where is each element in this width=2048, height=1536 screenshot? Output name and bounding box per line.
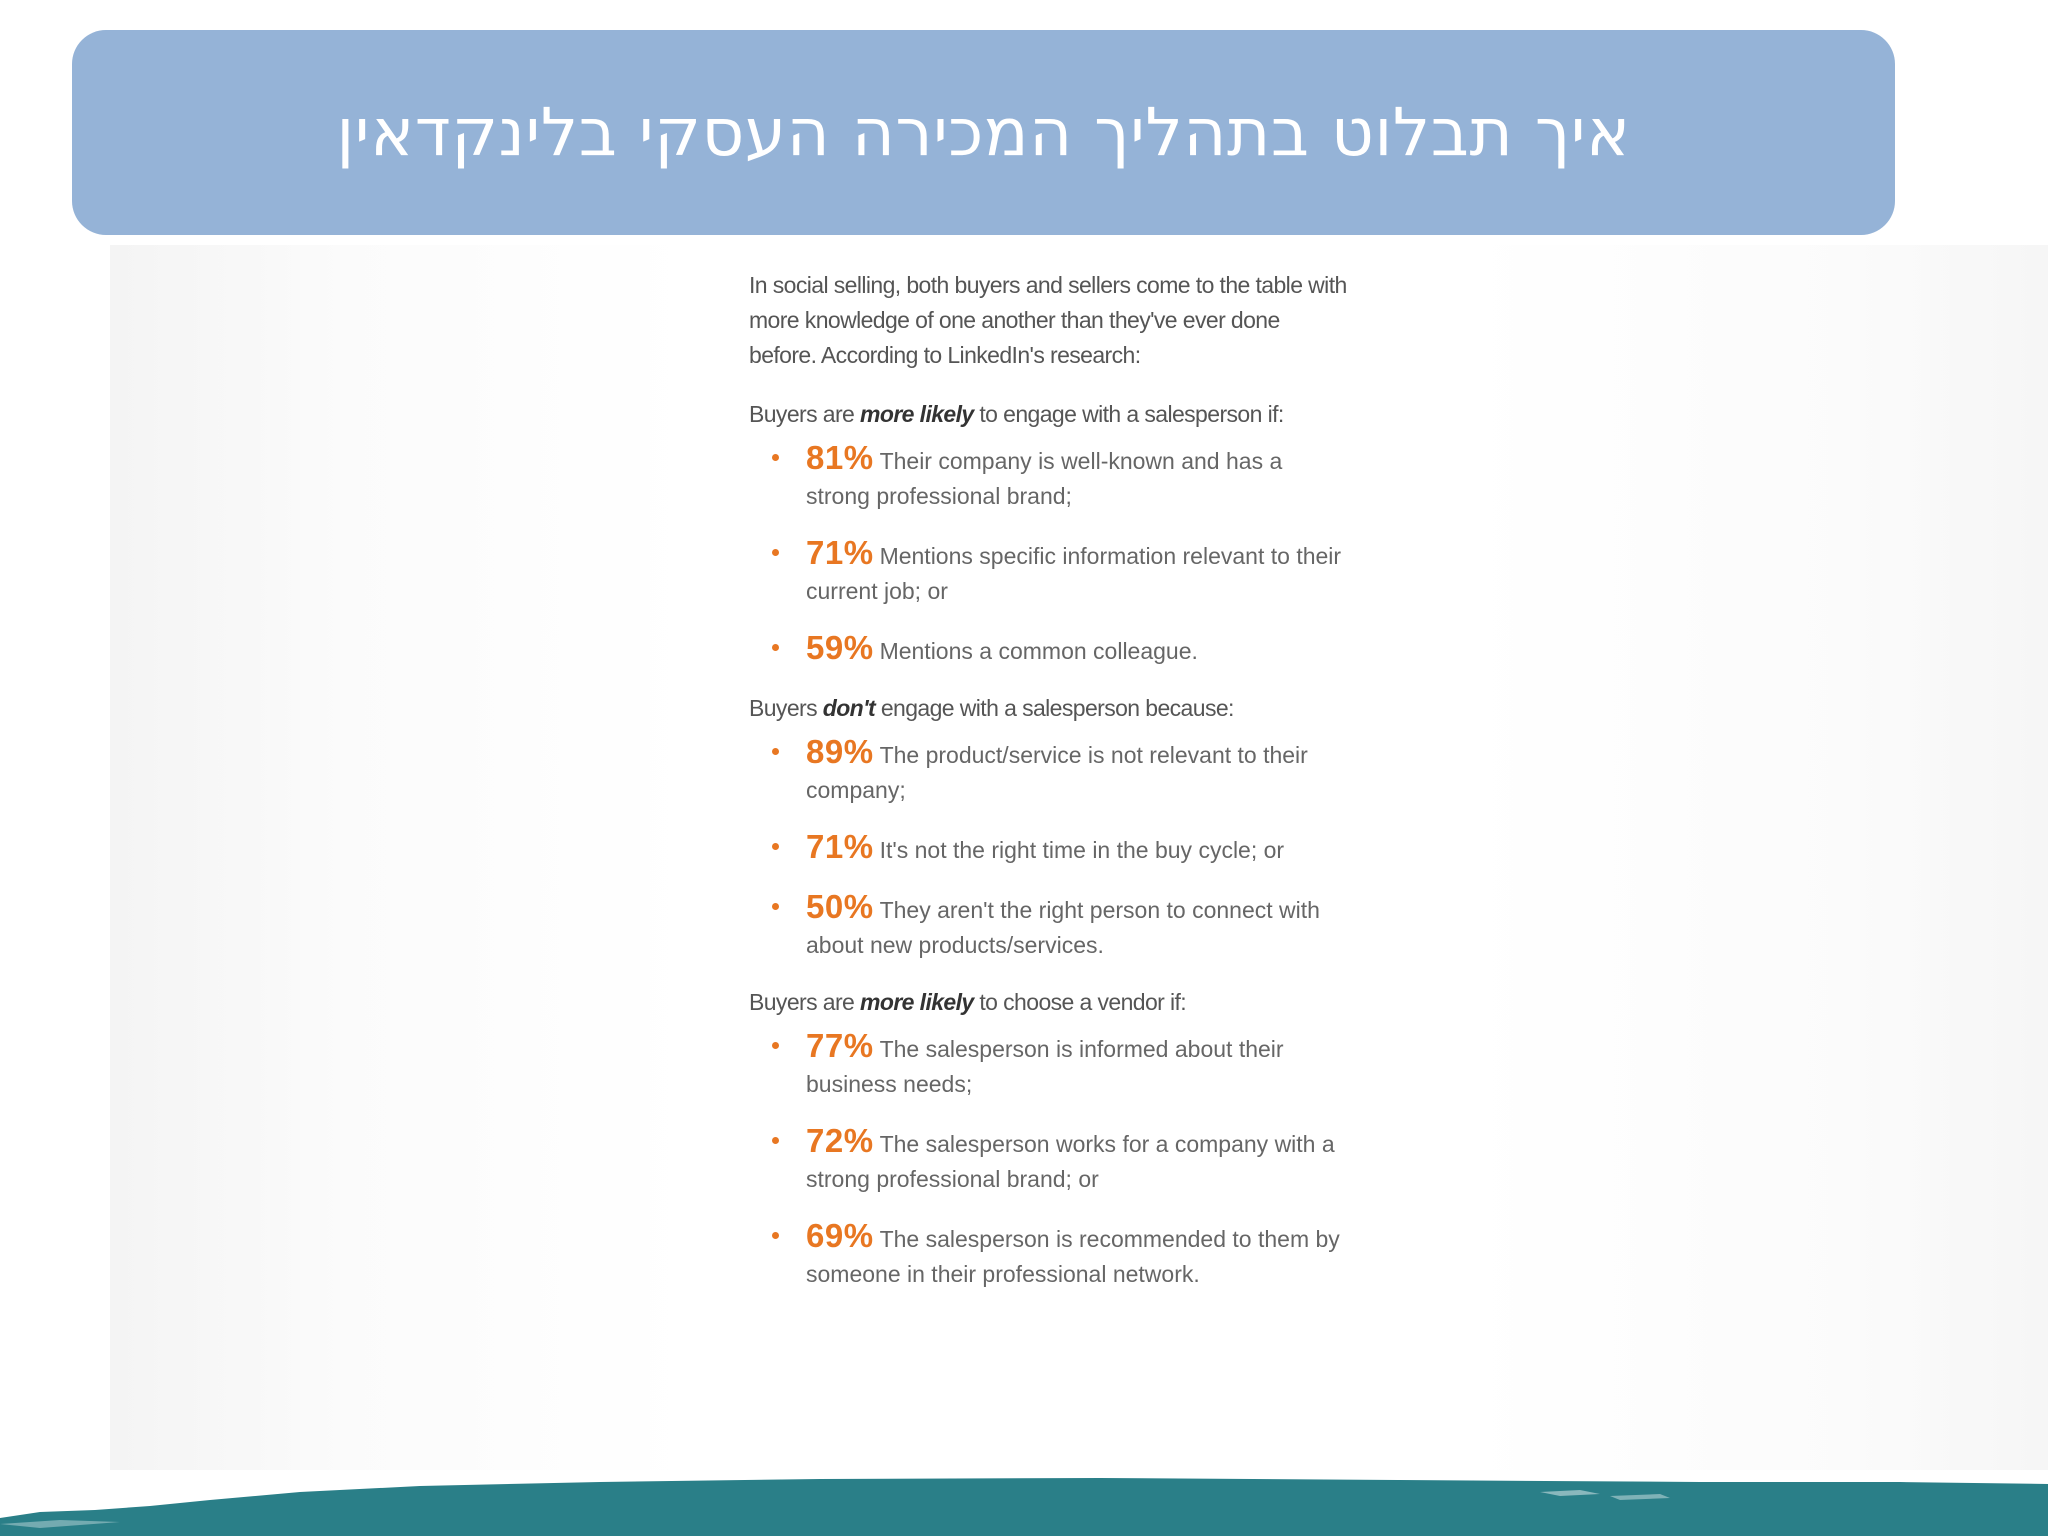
stat-text: The salesperson is recommended to them b…: [806, 1226, 1340, 1287]
stat-text: Their company is well-known and has a st…: [806, 448, 1283, 509]
article-body: In social selling, both buyers and selle…: [749, 268, 1349, 1314]
content-image-background: [110, 245, 2048, 1470]
stat-percent: 77%: [806, 1027, 874, 1064]
stat-item: 72% The salesperson works for a company w…: [749, 1123, 1349, 1197]
bullet-icon: [772, 1137, 779, 1144]
section-lead-text: Buyers are: [749, 401, 861, 427]
footer-brush-streak: [1540, 1490, 1600, 1496]
bullet-icon: [772, 1042, 779, 1049]
footer-brush-shape: [0, 1478, 2048, 1536]
article-intro: In social selling, both buyers and selle…: [749, 272, 1347, 368]
section-lead-text: to choose a vendor if:: [973, 989, 1187, 1015]
stat-item: 59% Mentions a common colleague.: [749, 630, 1349, 669]
stat-item: 77% The salesperson is informed about the…: [749, 1028, 1349, 1102]
stat-text: It's not the right time in the buy cycle…: [879, 837, 1285, 863]
slide-title-bar: איך תבלוט בתהליך המכירה העסקי בלינקדאין: [72, 30, 1895, 235]
slide-title: איך תבלוט בתהליך המכירה העסקי בלינקדאין: [336, 94, 1631, 171]
stat-text: The product/service is not relevant to t…: [806, 742, 1308, 803]
stat-percent: 71%: [806, 534, 874, 571]
stat-item: 50% They aren't the right person to conne…: [749, 889, 1349, 963]
stat-percent: 50%: [806, 888, 874, 925]
section-lead-emphasis: don't: [822, 695, 876, 721]
stat-text: Mentions a common colleague.: [879, 638, 1198, 664]
bullet-icon: [772, 1232, 779, 1239]
stat-text: Mentions specific information relevant t…: [806, 543, 1342, 604]
stat-percent: 69%: [806, 1217, 874, 1254]
section-lead-engage: Buyers are more likely to engage with a …: [749, 397, 1349, 432]
stat-list-engage: 81% Their company is well-known and has a…: [749, 440, 1349, 669]
stat-percent: 89%: [806, 733, 874, 770]
section-lead-text: to engage with a salesperson if:: [973, 401, 1284, 427]
bullet-icon: [772, 843, 779, 850]
bullet-icon: [772, 549, 779, 556]
bullet-icon: [772, 454, 779, 461]
stat-list-dont-engage: 89% The product/service is not relevant t…: [749, 734, 1349, 963]
stat-item: 89% The product/service is not relevant t…: [749, 734, 1349, 808]
bullet-icon: [772, 748, 779, 755]
stat-text: The salesperson works for a company with…: [806, 1131, 1335, 1192]
section-lead-text: engage with a salesperson because:: [875, 695, 1235, 721]
stat-item: 81% Their company is well-known and has a…: [749, 440, 1349, 514]
bullet-icon: [772, 644, 779, 651]
stat-percent: 72%: [806, 1122, 874, 1159]
footer-brush-band: [0, 1478, 2048, 1536]
stat-percent: 71%: [806, 828, 874, 865]
footer-brush-streak: [0, 1520, 120, 1528]
section-lead-emphasis: more likely: [860, 401, 974, 427]
stat-text: The salesperson is informed about their …: [806, 1036, 1284, 1097]
stat-text: They aren't the right person to connect …: [806, 897, 1320, 958]
section-lead-dont-engage: Buyers don't engage with a salesperson b…: [749, 691, 1349, 726]
footer-brush-streak: [1610, 1494, 1670, 1500]
stat-item: 71% It's not the right time in the buy cy…: [749, 829, 1349, 868]
bullet-icon: [772, 903, 779, 910]
stat-percent: 81%: [806, 439, 874, 476]
section-lead-text: Buyers: [749, 695, 823, 721]
stat-item: 71% Mentions specific information relevan…: [749, 535, 1349, 609]
section-lead-emphasis: more likely: [860, 989, 974, 1015]
section-lead-text: Buyers are: [749, 989, 861, 1015]
stat-percent: 59%: [806, 629, 874, 666]
stat-list-choose-vendor: 77% The salesperson is informed about the…: [749, 1028, 1349, 1292]
stat-item: 69% The salesperson is recommended to the…: [749, 1218, 1349, 1292]
section-lead-choose-vendor: Buyers are more likely to choose a vendo…: [749, 985, 1349, 1020]
